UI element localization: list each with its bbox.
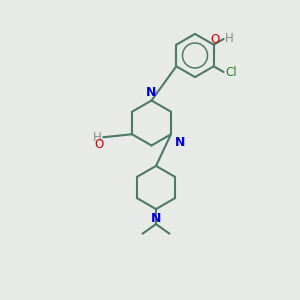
Text: H: H xyxy=(93,131,101,144)
Text: N: N xyxy=(175,136,185,149)
Text: H: H xyxy=(224,32,233,46)
Text: N: N xyxy=(151,212,161,225)
Text: O: O xyxy=(211,33,220,46)
Text: N: N xyxy=(146,86,157,99)
Text: O: O xyxy=(94,138,103,151)
Text: Cl: Cl xyxy=(225,65,237,79)
